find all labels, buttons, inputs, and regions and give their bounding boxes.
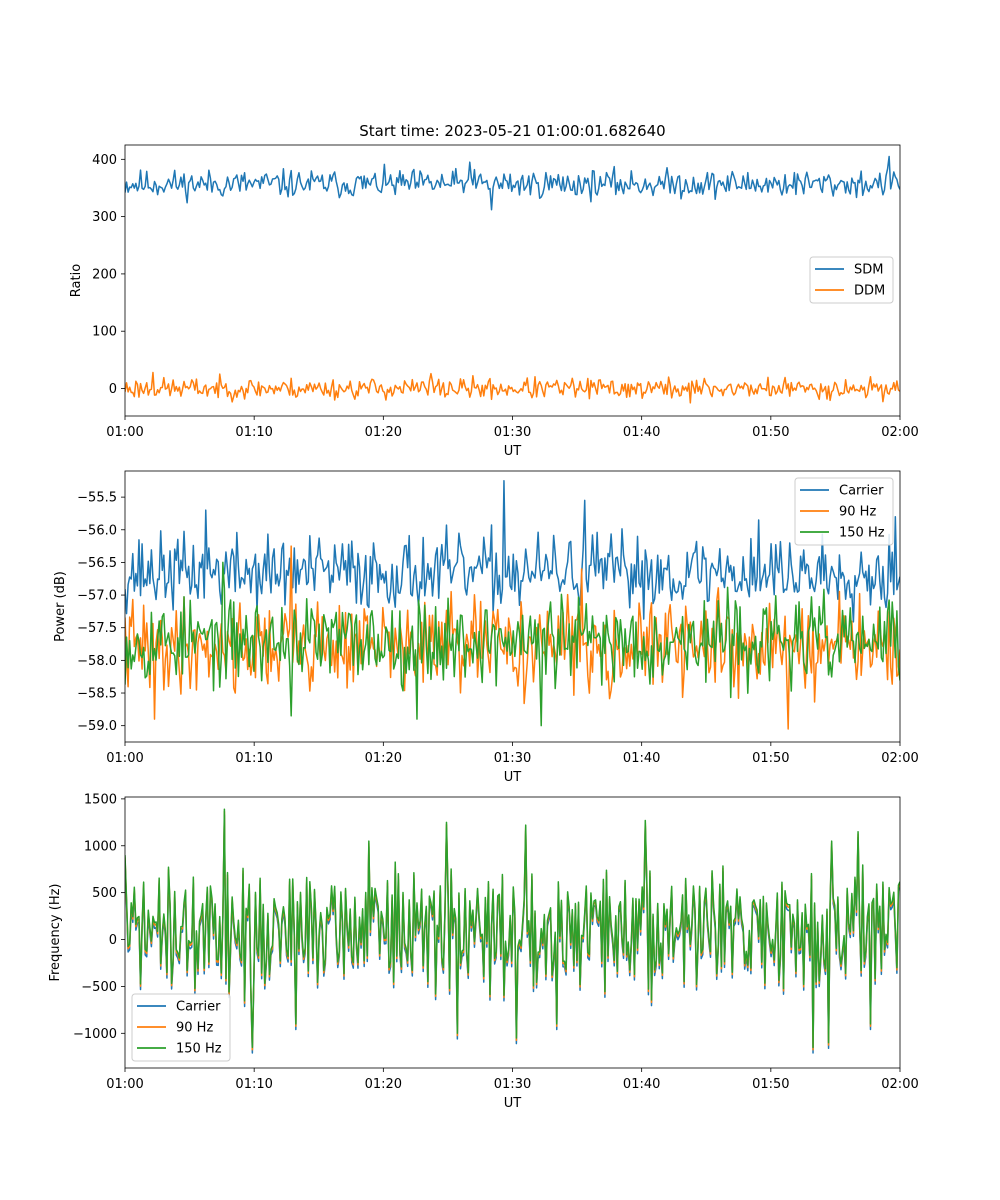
y-tick-label: 500 — [92, 886, 117, 901]
y-tick-label: −55.5 — [77, 491, 117, 506]
x-tick-label: 01:40 — [623, 1077, 660, 1092]
y-tick-label: −56.0 — [77, 523, 117, 538]
y-tick-label: −58.5 — [77, 687, 117, 702]
series-lines — [125, 808, 900, 1054]
x-tick-label: 02:00 — [881, 751, 918, 766]
x-tick-label: 01:20 — [365, 425, 402, 440]
x-tick-label: 01:00 — [106, 1077, 143, 1092]
legend-entry: SDM — [854, 263, 883, 278]
series-lines — [125, 155, 900, 404]
x-tick-label: 01:40 — [623, 751, 660, 766]
legend-entry: DDM — [854, 284, 885, 299]
series-line-sdm — [125, 155, 900, 211]
x-tick-label: 01:40 — [623, 425, 660, 440]
legend-entry: Carrier — [839, 484, 884, 499]
legend-entry: 90 Hz — [839, 505, 876, 520]
x-tick-label: 01:30 — [494, 751, 531, 766]
legend-entry: 150 Hz — [176, 1042, 222, 1057]
y-tick-label: −57.5 — [77, 621, 117, 636]
legend: Carrier 90 Hz 150 Hz — [131, 993, 231, 1062]
legend: Carrier 90 Hz 150 Hz — [794, 477, 894, 546]
x-tick-label: 01:00 — [106, 425, 143, 440]
y-tick-label: 100 — [92, 325, 117, 340]
legend-entry: 90 Hz — [176, 1021, 213, 1036]
y-tick-label: −59.0 — [77, 719, 117, 734]
series-line-carrier — [125, 480, 900, 623]
x-tick-label: 01:10 — [235, 1077, 272, 1092]
x-tick-label: 01:20 — [365, 1077, 402, 1092]
x-tick-label: 02:00 — [881, 425, 918, 440]
y-tick-label: −57.0 — [77, 589, 117, 604]
legend-box — [131, 993, 231, 1062]
subplots: 01:00 01:10 01:20 01:30 01:40 01:50 02:00 0 100 2… — [48, 144, 919, 1111]
x-tick-label: 01:00 — [106, 751, 143, 766]
y-tick-label: −58.0 — [77, 654, 117, 669]
y-tick-label: −1000 — [73, 1027, 117, 1042]
x-tick-label: 01:10 — [235, 751, 272, 766]
subplot-1: 01:00 01:10 01:20 01:30 01:40 01:50 02:00 0 100 2… — [69, 144, 919, 459]
x-tick-label: 01:10 — [235, 425, 272, 440]
subplot-2: 01:00 01:10 01:20 01:30 01:40 01:50 02:00 −55.5… — [53, 470, 919, 785]
y-tick-label: 200 — [92, 267, 117, 282]
x-tick-label: 01:30 — [494, 425, 531, 440]
series-line-ddm — [125, 371, 900, 404]
x-tick-label: 01:50 — [752, 1077, 789, 1092]
subplot-3: 01:00 01:10 01:20 01:30 01:40 01:50 02:00 1500 1… — [48, 792, 919, 1111]
legend-entry: 150 Hz — [839, 526, 885, 541]
x-tick-label: 01:50 — [752, 751, 789, 766]
y-tick-label: −500 — [81, 980, 117, 995]
y-tick-label: 400 — [92, 153, 117, 168]
y-tick-label: 0 — [109, 933, 117, 948]
legend-entry: Carrier — [176, 1000, 221, 1015]
x-tick-label: 01:20 — [365, 751, 402, 766]
y-axis-label: Ratio — [69, 264, 84, 297]
y-tick-label: −56.5 — [77, 556, 117, 571]
y-tick-label: 0 — [109, 382, 117, 397]
x-tick-label: 01:50 — [752, 425, 789, 440]
x-axis-label: UT — [504, 444, 522, 459]
x-axis-label: UT — [504, 770, 522, 785]
series-lines — [125, 480, 900, 730]
y-axis-label: Power (dB) — [53, 571, 68, 642]
y-tick-label: 1500 — [84, 792, 117, 807]
y-axis-label: Frequency (Hz) — [48, 883, 63, 981]
y-tick-label: 300 — [92, 210, 117, 225]
legend: SDM DDM — [809, 256, 894, 304]
chart-title: Start time: 2023-05-21 01:00:01.682640 — [359, 122, 665, 140]
legend-box — [794, 477, 894, 546]
series-line-150-hz — [125, 808, 900, 1049]
x-tick-label: 02:00 — [881, 1077, 918, 1092]
x-tick-label: 01:30 — [494, 1077, 531, 1092]
x-axis-label: UT — [504, 1096, 522, 1111]
series-line-150-hz — [125, 561, 900, 727]
y-tick-label: 1000 — [84, 839, 117, 854]
